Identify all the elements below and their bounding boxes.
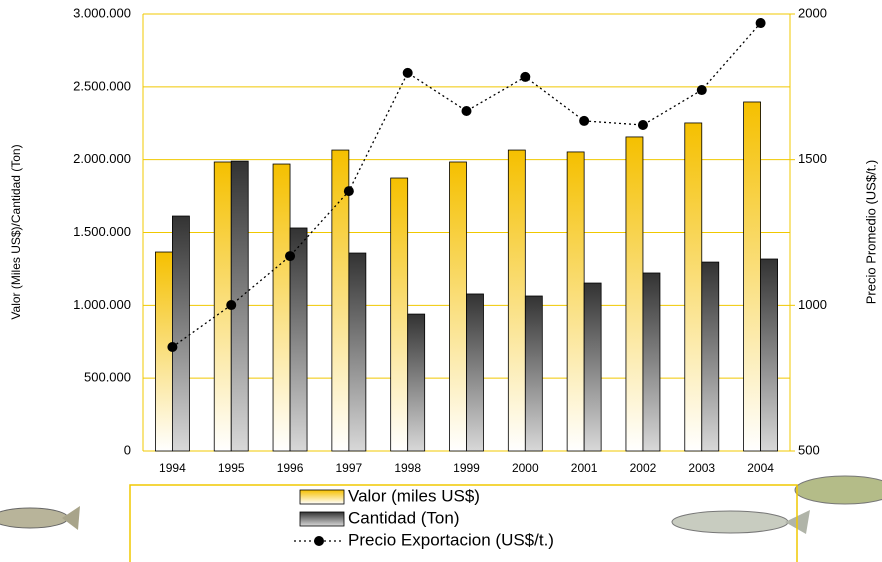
line bbox=[172, 22, 762, 348]
x-tick-label: 1994 bbox=[159, 461, 186, 475]
x-tick-label: 1999 bbox=[453, 461, 480, 475]
marker bbox=[755, 18, 766, 29]
bar bbox=[155, 251, 173, 452]
marker bbox=[343, 186, 354, 197]
x-tick-label: 2003 bbox=[688, 461, 715, 475]
bar bbox=[583, 282, 602, 452]
x-tick-label: 2004 bbox=[747, 461, 774, 475]
marker bbox=[579, 115, 590, 126]
bar bbox=[348, 252, 367, 452]
y-tick-label: 2.500.000 bbox=[73, 78, 131, 93]
bar bbox=[407, 313, 426, 452]
y2-axis-label: Precio Promedio (US$/t.) bbox=[863, 160, 878, 305]
bar bbox=[524, 295, 543, 452]
bar bbox=[566, 151, 585, 452]
legend-label: Valor (miles US$) bbox=[348, 486, 480, 505]
marker bbox=[461, 106, 472, 117]
legend-label: Precio Exportacion (US$/t.) bbox=[348, 530, 554, 549]
x-tick-label: 2000 bbox=[512, 461, 539, 475]
bar bbox=[466, 293, 484, 452]
legend-swatch bbox=[299, 489, 345, 505]
x-tick-label: 2002 bbox=[630, 461, 657, 475]
y-tick-label: 1.000.000 bbox=[73, 297, 131, 312]
y-tick-label: 1.500.000 bbox=[73, 224, 131, 239]
bar bbox=[172, 215, 190, 452]
bar bbox=[743, 101, 761, 452]
x-tick-label: 1998 bbox=[394, 461, 421, 475]
legend-box bbox=[129, 484, 798, 562]
bar bbox=[642, 272, 661, 452]
x-tick-label: 1995 bbox=[218, 461, 245, 475]
marker bbox=[637, 119, 648, 130]
legend-marker bbox=[314, 536, 324, 546]
bar bbox=[272, 163, 291, 452]
x-tick-label: 2001 bbox=[571, 461, 598, 475]
y2-tick-label: 500 bbox=[798, 442, 820, 457]
marker bbox=[696, 85, 707, 96]
marker bbox=[520, 71, 531, 82]
bar bbox=[507, 149, 526, 452]
y-tick-label: 0 bbox=[124, 442, 131, 457]
bar bbox=[701, 261, 720, 452]
bar bbox=[390, 177, 409, 452]
y2-tick-label: 1500 bbox=[798, 151, 827, 166]
x-tick-label: 1997 bbox=[336, 461, 363, 475]
marker bbox=[402, 67, 413, 78]
y2-tick-label: 1000 bbox=[798, 297, 827, 312]
bar bbox=[289, 227, 308, 452]
bar bbox=[760, 258, 778, 452]
x-tick-label: 1996 bbox=[277, 461, 304, 475]
bar bbox=[625, 136, 644, 452]
y-tick-label: 500.000 bbox=[84, 370, 131, 385]
fish-decoration bbox=[0, 475, 882, 534]
y-axis-label: Valor (Miles US$)/Cantidad (Ton) bbox=[9, 144, 23, 319]
y2-tick-label: 2000 bbox=[798, 5, 827, 20]
y-tick-label: 2.000.000 bbox=[73, 151, 131, 166]
bar bbox=[684, 122, 703, 452]
marker bbox=[167, 341, 178, 352]
marker bbox=[285, 251, 296, 262]
legend-label: Cantidad (Ton) bbox=[348, 508, 460, 527]
y-tick-label: 3.000.000 bbox=[73, 5, 131, 20]
legend-swatch bbox=[299, 511, 345, 527]
marker bbox=[226, 300, 237, 311]
bar bbox=[449, 161, 467, 452]
